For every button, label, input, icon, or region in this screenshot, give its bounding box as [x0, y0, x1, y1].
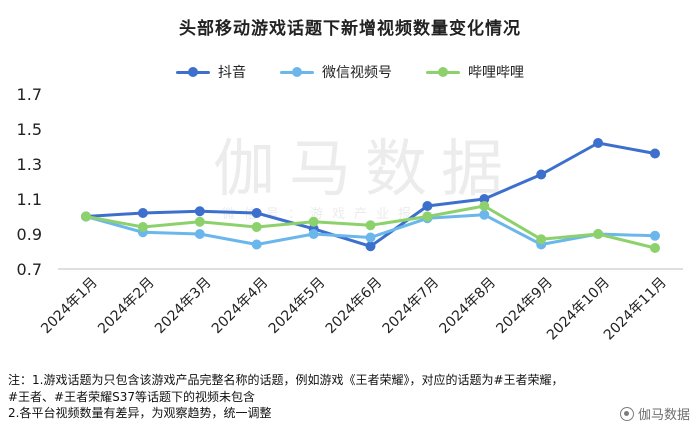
- data-point-series-2: [536, 234, 547, 245]
- data-point-series-0: [536, 169, 547, 180]
- series-line-0: [84, 141, 657, 248]
- x-tick-label: 2024年9月: [493, 275, 556, 338]
- data-point-series-1: [479, 209, 490, 220]
- legend-label-douyin: 抖音: [218, 65, 246, 81]
- data-point-series-2: [81, 211, 91, 222]
- data-point-series-2: [593, 229, 604, 239]
- y-tick-label: 0.9: [17, 225, 42, 244]
- chart-legend: 抖音 微信视频号 哔哩哔哩: [0, 62, 700, 82]
- footnote-line-2: #王者、#王者荣耀S37等话题下的视频未包含: [8, 389, 255, 404]
- footnote-line-1: 注：1.游戏话题为只包含该游戏产品完整名称的话题，例如游戏《王者荣耀》，对应的话…: [8, 373, 564, 387]
- data-point-series-2: [251, 222, 262, 232]
- y-tick-label: 1.7: [17, 85, 42, 104]
- data-point-series-0: [251, 208, 262, 218]
- brand-label: 伽马数据: [637, 408, 690, 423]
- y-tick-label: 1.1: [17, 190, 42, 209]
- data-point-series-0: [422, 201, 433, 211]
- legend-item-bilibili: 哔哩哔哩: [426, 62, 524, 82]
- data-point-series-0: [650, 148, 660, 159]
- data-point-series-1: [365, 232, 376, 243]
- data-point-series-0: [365, 241, 376, 252]
- x-tick-label: 2024年5月: [266, 275, 329, 338]
- legend-item-wechat-channels: 微信视频号: [280, 62, 392, 82]
- data-point-series-2: [194, 216, 205, 227]
- data-point-series-1: [650, 230, 660, 241]
- y-tick-label: 0.7: [17, 260, 42, 279]
- data-point-series-1: [251, 239, 262, 250]
- data-point-series-1: [194, 229, 205, 239]
- data-point-series-0: [479, 194, 490, 204]
- weibo-logo-icon: [619, 406, 634, 421]
- data-point-series-0: [593, 138, 604, 148]
- y-tick-label: 1.5: [17, 120, 42, 139]
- x-tick-label: 2024年8月: [437, 275, 500, 338]
- legend-item-douyin: 抖音: [176, 62, 246, 82]
- line-chart: 0.70.91.11.31.51.72024年1月2024年2月2024年3月2…: [17, 85, 683, 343]
- x-tick-label: 2024年3月: [152, 275, 215, 338]
- data-point-series-2: [365, 220, 376, 231]
- x-tick-label: 2024年6月: [323, 275, 386, 338]
- data-point-series-0: [137, 208, 148, 218]
- x-tick-label: 2024年7月: [380, 275, 443, 338]
- chart-title: 头部移动游戏话题下新增视频数量变化情况: [179, 19, 521, 39]
- data-point-series-2: [137, 222, 148, 232]
- brand-watermark: 伽马数据: [619, 404, 690, 423]
- footnote-line-3: 2.各平台视频数量有差异，为观察趋势，统一调整: [8, 406, 272, 420]
- legend-swatch-bilibili: [426, 66, 460, 78]
- data-point-series-1: [308, 229, 319, 239]
- data-point-series-2: [308, 216, 319, 227]
- legend-label-wechat-channels: 微信视频号: [322, 65, 392, 81]
- data-point-series-0: [194, 206, 205, 217]
- legend-label-bilibili: 哔哩哔哩: [468, 65, 524, 81]
- x-tick-label: 2024年2月: [95, 275, 158, 338]
- legend-swatch-douyin: [176, 66, 210, 78]
- data-point-series-2: [650, 243, 660, 253]
- x-tick-label: 2024年4月: [209, 275, 272, 338]
- watermark-main: 伽马数据: [213, 132, 518, 205]
- footnotes: 注：1.游戏话题为只包含该游戏产品完整名称的话题，例如游戏《王者荣耀》，对应的话…: [8, 372, 648, 422]
- y-tick-label: 1.3: [17, 155, 42, 174]
- legend-swatch-wechat-channels: [280, 66, 314, 78]
- x-tick-label: 2024年1月: [38, 275, 101, 338]
- data-point-series-2: [479, 201, 490, 211]
- data-point-series-2: [422, 211, 433, 222]
